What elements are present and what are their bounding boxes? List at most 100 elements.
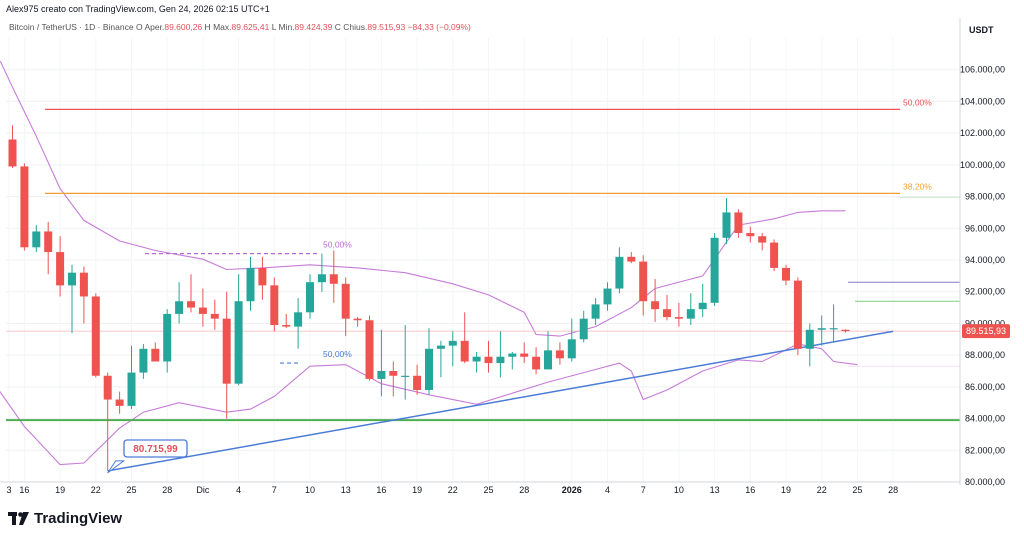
close-label: C (334, 22, 341, 32)
candle (436, 340, 445, 378)
price-tick-label: 84.000,00 (965, 414, 1005, 424)
chart-credit: Alex975 creato con TradingView.com, Gen … (6, 4, 270, 14)
candle-body (365, 320, 374, 379)
candle-body (234, 301, 243, 384)
candle-body (448, 340, 457, 346)
tradingview-logo-text: TradingView (34, 510, 123, 527)
candle (139, 344, 148, 379)
candle-body (175, 301, 184, 314)
candle-body (389, 371, 398, 376)
time-tick-label: 13 (341, 485, 351, 495)
candle-body (758, 236, 767, 243)
trend-line-segment (107, 330, 894, 472)
candle-body (817, 328, 826, 330)
candle-body (222, 318, 231, 384)
horizontal-levels: 50,00% 38,20% 50,00% 50,00% (6, 97, 960, 422)
candle (187, 274, 195, 313)
price-axis[interactable]: USDT 80.000,00 82.000,00 84.000,00 86.000,00… (959, 18, 1010, 487)
candle (8, 125, 17, 169)
candle-body (115, 399, 124, 406)
candle-body (674, 317, 683, 319)
candle (579, 310, 588, 343)
time-axis[interactable]: 3 16 19 22 25 28 Dic 4 7 10 13 16 19 22 25 28 2026 4 7 10 13… (0, 481, 960, 495)
candle (222, 291, 231, 419)
candle-body (710, 237, 719, 303)
candle-body (579, 318, 588, 340)
candle (127, 345, 136, 410)
candle-body (329, 274, 338, 284)
annotations: 80.715,99 (107, 439, 188, 474)
candle (746, 226, 755, 243)
time-tick-label: Dic (196, 485, 209, 495)
time-tick-label: 7 (641, 485, 646, 495)
time-tick-label: 10 (305, 485, 315, 495)
annotation-box (123, 439, 188, 458)
candle (246, 256, 255, 311)
candle-body (210, 313, 219, 319)
candle-body (746, 233, 755, 237)
candle-body (793, 280, 802, 349)
candle-body (782, 267, 790, 281)
candle-body (532, 356, 541, 370)
dashed-level-label-0: 50,00% (323, 240, 352, 250)
candle-body (282, 325, 291, 327)
price-tick-label: 88.000,00 (965, 350, 1005, 360)
symbol-name[interactable]: Bitcoin / TetherUS · 1D · Binance (9, 22, 134, 32)
candle-body (103, 375, 112, 400)
price-tick-label: 106.000,00 (960, 65, 1005, 75)
candle-body (8, 139, 17, 167)
candle (56, 236, 65, 297)
candle-body (460, 340, 469, 362)
time-tick-label: 28 (162, 485, 172, 495)
candle (115, 391, 124, 414)
candle-body (555, 350, 564, 359)
candle-body (567, 339, 576, 359)
candle-body (258, 267, 267, 286)
candle-body (187, 301, 195, 308)
trend-line[interactable] (107, 330, 894, 472)
time-tick-label: 16 (19, 485, 29, 495)
candle-body (615, 256, 624, 289)
price-tick-label: 90.000,00 (965, 318, 1005, 328)
candle (389, 361, 398, 397)
candle-body (401, 375, 410, 377)
tradingview-logo[interactable]: TradingView (8, 510, 122, 527)
candle-body (591, 304, 600, 319)
candle (615, 247, 624, 294)
candle (663, 294, 671, 321)
candle-body (686, 309, 695, 319)
time-tick-label: 3 (6, 485, 11, 495)
candle-body (246, 267, 255, 302)
candle (484, 340, 493, 373)
candle-body (841, 329, 850, 332)
time-tick-label: 22 (91, 485, 101, 495)
candle-body (425, 348, 433, 391)
candle (448, 331, 457, 367)
candle-body (829, 328, 838, 330)
price-tick-label: 82.000,00 (965, 445, 1005, 455)
price-tick-label: 92.000,00 (965, 287, 1005, 297)
candle-body (306, 282, 314, 313)
time-tick-label: 19 (781, 485, 791, 495)
open-label: O (135, 22, 143, 32)
candle-body (627, 256, 636, 262)
candle (829, 304, 838, 343)
candle (710, 233, 719, 306)
candle (627, 252, 636, 264)
candle (793, 277, 802, 356)
open-key: Aper. (144, 22, 165, 32)
candle-body (651, 301, 660, 310)
candle-body (805, 329, 814, 349)
last-price-badge (962, 324, 1010, 339)
candle (306, 274, 314, 319)
candle (591, 298, 600, 326)
ohlc-legend: Bitcoin / TetherUS · 1D · Binance O Aper… (9, 22, 471, 32)
price-tick-label: 96.000,00 (965, 223, 1005, 233)
candle (294, 298, 303, 349)
price-tick-label: 102.000,00 (960, 128, 1005, 138)
time-tick-label: 16 (376, 485, 386, 495)
candle (151, 342, 160, 362)
candle-body (544, 350, 552, 370)
candle (353, 317, 362, 327)
